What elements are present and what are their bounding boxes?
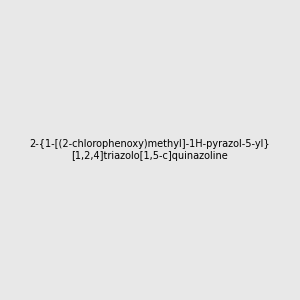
Text: 2-{1-[(2-chlorophenoxy)methyl]-1H-pyrazol-5-yl}
[1,2,4]triazolo[1,5-c]quinazolin: 2-{1-[(2-chlorophenoxy)methyl]-1H-pyrazo… <box>30 139 270 161</box>
